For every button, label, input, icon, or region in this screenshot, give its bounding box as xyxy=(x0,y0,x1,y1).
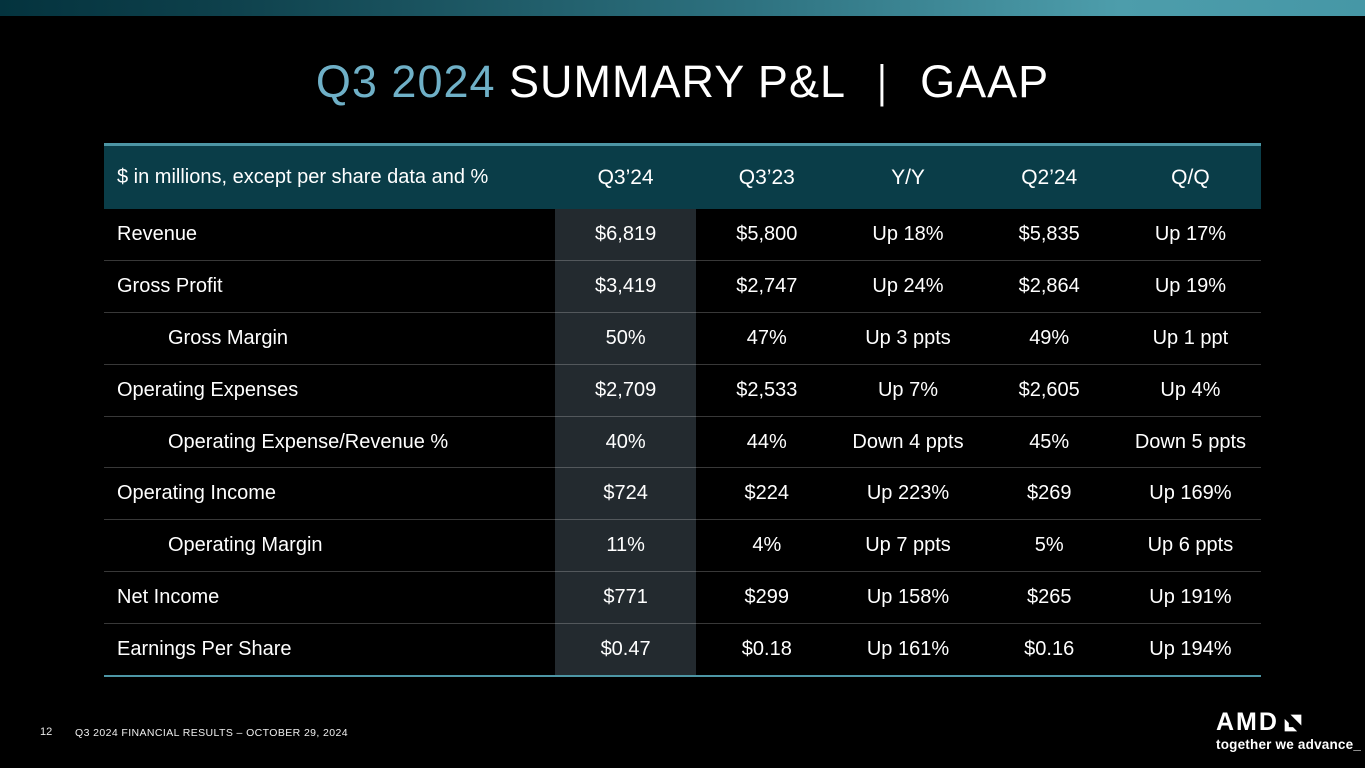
footer-text: Q3 2024 FINANCIAL RESULTS – OCTOBER 29, … xyxy=(75,727,349,739)
cell-qq: Up 1 ppt xyxy=(1152,326,1229,349)
title-suffix: GAAP xyxy=(920,56,1050,107)
row-label: Gross Margin xyxy=(168,326,289,349)
cell-q3-24: $724 xyxy=(603,482,648,505)
cell-qq: Up 6 ppts xyxy=(1147,534,1234,557)
cell-qq: Up 17% xyxy=(1154,222,1226,245)
cell-q2-24: $2,864 xyxy=(1018,274,1080,297)
column-header-q3-24: Q3’24 xyxy=(597,165,654,189)
row-label: Revenue xyxy=(117,222,198,245)
top-gradient-bar xyxy=(0,0,1365,16)
amd-tagline: together we advance_ xyxy=(1216,737,1362,752)
row-label: Operating Expense/Revenue % xyxy=(168,430,449,453)
table-row-operating-expenses: Operating Expenses $2,709 $2,533 Up 7% $… xyxy=(104,363,1261,416)
cell-q3-23: $224 xyxy=(744,482,790,505)
cell-q2-24: $5,835 xyxy=(1018,222,1080,245)
table-row-revenue: Revenue $6,819 $5,800 Up 18% $5,835 Up 1… xyxy=(104,209,1261,260)
page-title: Q3 2024 SUMMARY P&L | GAAP xyxy=(0,52,1365,112)
cell-q3-23: 47% xyxy=(746,326,787,349)
cell-q3-23: $5,800 xyxy=(736,222,798,245)
cell-q3-23: $2,533 xyxy=(736,378,798,401)
cell-q3-23: $0.18 xyxy=(741,638,792,661)
cell-q2-24: $269 xyxy=(1026,482,1072,505)
cell-q3-23: 44% xyxy=(746,430,787,453)
column-header-yy: Y/Y xyxy=(891,165,925,189)
cell-qq: Up 191% xyxy=(1149,586,1232,609)
row-label: Operating Income xyxy=(117,482,276,505)
title-quarter: Q3 2024 xyxy=(315,56,496,107)
cell-q3-24: $771 xyxy=(603,586,648,609)
cell-q3-23: 4% xyxy=(752,534,782,557)
cell-yy: Up 3 ppts xyxy=(865,326,951,349)
page-number: 12 xyxy=(40,726,53,738)
cell-q3-24: $6,819 xyxy=(595,222,657,245)
cell-q3-24: $2,709 xyxy=(595,378,657,401)
cell-q2-24: $265 xyxy=(1026,586,1072,609)
pl-table: $ in millions, except per share data and… xyxy=(104,143,1261,677)
cell-q2-24: $2,605 xyxy=(1018,378,1080,401)
cell-q3-24: 40% xyxy=(605,430,646,453)
cell-yy: Up 161% xyxy=(866,638,950,661)
cell-q2-24: 49% xyxy=(1029,326,1070,349)
column-header-q3-23: Q3’23 xyxy=(738,165,795,189)
table-row-opex-revenue-pct: Operating Expense/Revenue % 40% 44% Down… xyxy=(104,415,1261,468)
row-label: Operating Margin xyxy=(168,534,323,557)
cell-yy: Up 158% xyxy=(866,586,950,609)
cell-yy: Up 7% xyxy=(877,378,939,401)
table-body: Revenue $6,819 $5,800 Up 18% $5,835 Up 1… xyxy=(104,209,1261,677)
cell-yy: Up 223% xyxy=(866,482,950,505)
amd-wordmark: AMD xyxy=(1216,708,1279,736)
row-label: Operating Expenses xyxy=(117,378,299,401)
cell-yy: Up 7 ppts xyxy=(865,534,951,557)
cell-yy: Down 4 ppts xyxy=(852,430,964,453)
cell-qq: Up 19% xyxy=(1154,274,1226,297)
amd-arrow-icon xyxy=(1284,714,1302,731)
cell-q2-24: 45% xyxy=(1029,430,1070,453)
cell-yy: Up 24% xyxy=(872,274,944,297)
cell-q2-24: $0.16 xyxy=(1024,638,1075,661)
table-row-net-income: Net Income $771 $299 Up 158% $265 Up 191… xyxy=(104,571,1261,623)
title-separator: | xyxy=(877,56,888,107)
cell-qq: Up 194% xyxy=(1149,638,1232,661)
table-header-units-label: $ in millions, except per share data and… xyxy=(117,166,489,188)
column-header-q2-24: Q2’24 xyxy=(1021,165,1078,189)
cell-q2-24: 5% xyxy=(1034,534,1064,557)
cell-yy: Up 18% xyxy=(872,222,944,245)
cell-qq: Down 5 ppts xyxy=(1134,430,1246,453)
table-header-row: $ in millions, except per share data and… xyxy=(104,143,1261,209)
table-row-operating-margin: Operating Margin 11% 4% Up 7 ppts 5% Up … xyxy=(104,519,1261,571)
title-main: SUMMARY P&L xyxy=(509,56,845,107)
row-label: Gross Profit xyxy=(117,274,223,297)
cell-q3-23: $299 xyxy=(744,586,790,609)
row-label: Earnings Per Share xyxy=(117,638,292,661)
cell-qq: Up 4% xyxy=(1160,378,1221,401)
current-quarter-highlight-column xyxy=(555,209,696,675)
column-header-qq: Q/Q xyxy=(1171,165,1210,189)
cell-q3-23: $2,747 xyxy=(736,274,798,297)
table-row-operating-income: Operating Income $724 $224 Up 223% $269 … xyxy=(104,467,1261,519)
row-label: Net Income xyxy=(117,586,220,609)
table-row-earnings-per-share: Earnings Per Share $0.47 $0.18 Up 161% $… xyxy=(104,623,1261,675)
table-row-gross-margin: Gross Margin 50% 47% Up 3 ppts 49% Up 1 … xyxy=(104,311,1261,364)
cell-q3-24: $3,419 xyxy=(595,274,657,297)
amd-logo: AMD together we advance_ xyxy=(1216,708,1362,753)
cell-qq: Up 169% xyxy=(1149,482,1232,505)
cell-q3-24: 50% xyxy=(605,326,646,349)
cell-q3-24: $0.47 xyxy=(600,638,651,661)
cell-q3-24: 11% xyxy=(606,534,645,557)
table-row-gross-profit: Gross Profit $3,419 $2,747 Up 24% $2,864… xyxy=(104,259,1261,312)
